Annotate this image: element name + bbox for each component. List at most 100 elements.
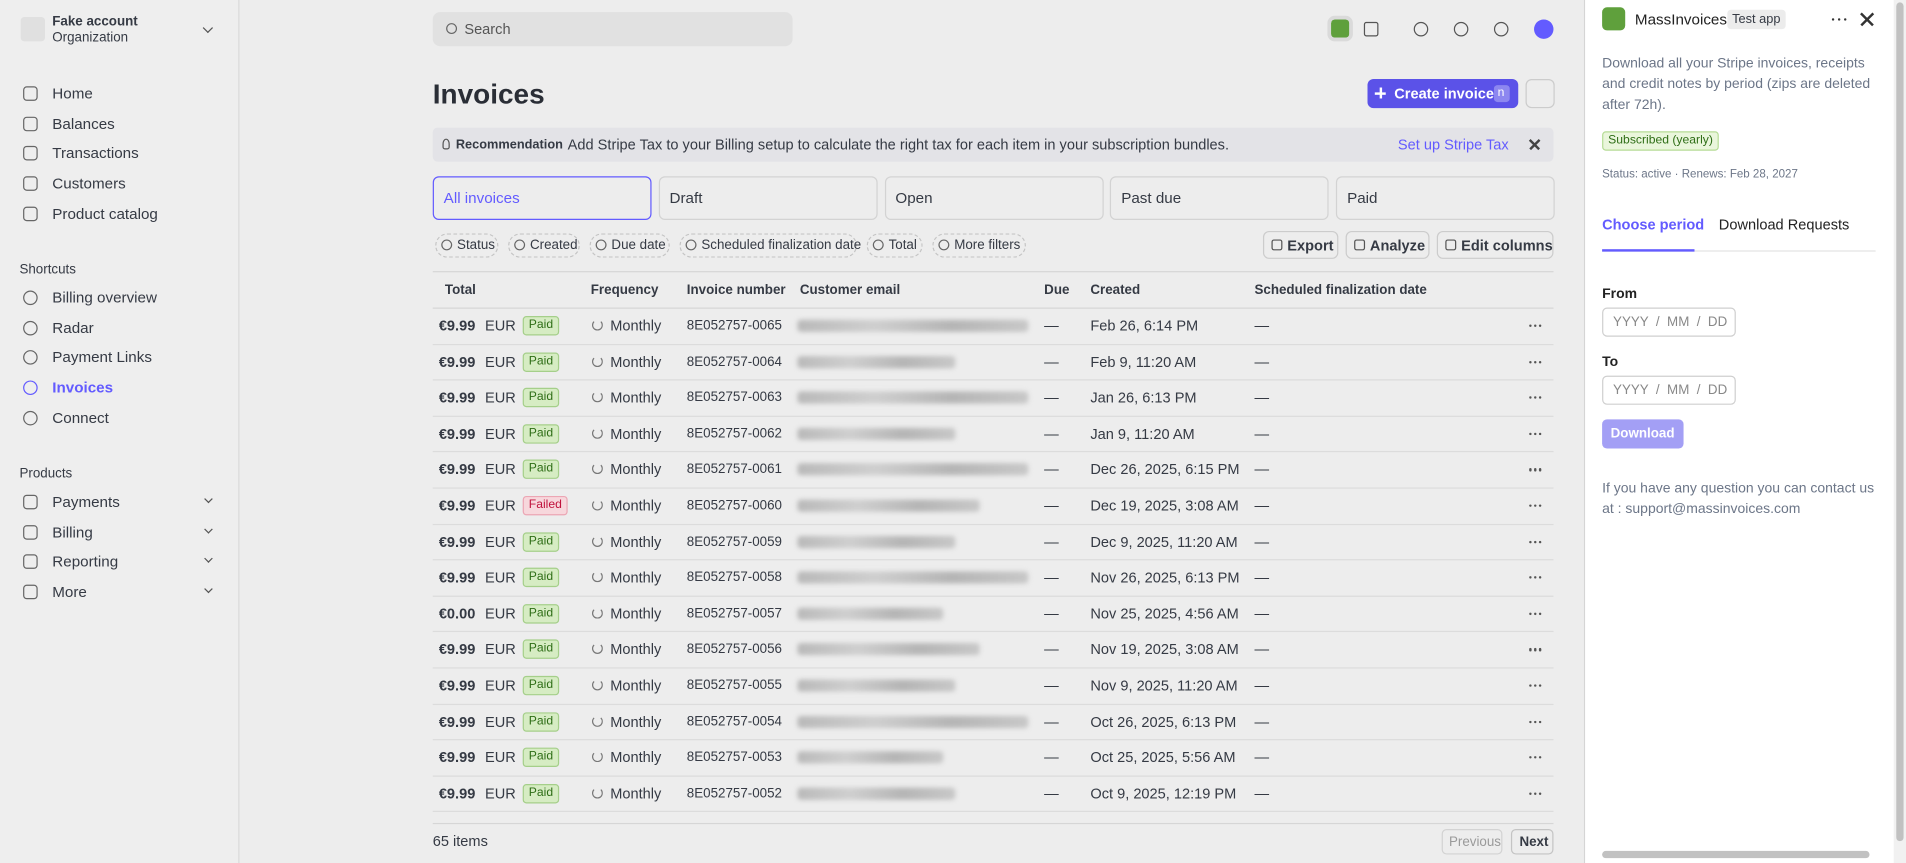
toolbar-icon[interactable] [1453,21,1469,37]
date-input[interactable] [1602,375,1736,405]
row-menu-dot[interactable] [1538,612,1542,616]
status-tab[interactable] [658,176,878,221]
search-box[interactable] [432,12,793,47]
download-button[interactable] [1602,419,1684,449]
action-button[interactable] [1345,230,1430,259]
row-menu-dot[interactable] [1538,504,1542,508]
shortcut-item[interactable]: Invoices [52,379,114,397]
filter-pill[interactable] [508,233,580,258]
status-tab[interactable] [1110,176,1330,221]
status-tab[interactable] [432,176,652,221]
row-menu-dot[interactable] [1534,360,1537,364]
shortcut-item[interactable]: Payment Links [52,349,152,367]
row-menu-dot[interactable] [1529,432,1532,436]
row-menu-dot[interactable] [1534,612,1537,616]
scrollbar-thumb[interactable] [1896,2,1904,842]
row-menu-dot[interactable] [1534,468,1537,472]
nav-item[interactable]: Transactions [52,145,139,163]
filter-pill[interactable] [589,233,670,258]
add-button[interactable] [1534,19,1554,39]
row-menu-dot[interactable] [1534,504,1537,508]
row-menu-dot[interactable] [1538,540,1542,544]
nav-item[interactable]: Customers [52,175,126,193]
date-input[interactable] [1602,307,1736,337]
product-item[interactable]: Billing [52,523,93,541]
action-button[interactable] [1436,230,1554,259]
create-invoice-button[interactable] [1367,79,1519,109]
blurred-email [797,319,1029,332]
row-menu-dot[interactable] [1534,396,1537,400]
row-menu-dot[interactable] [1529,576,1532,580]
row-menu-dot[interactable] [1534,324,1537,328]
shortcut-item[interactable]: Connect [52,409,109,427]
row-menu-dot[interactable] [1538,684,1542,688]
product-item[interactable]: Reporting [52,553,119,571]
row-menu-dot[interactable] [1538,324,1542,328]
nav-item[interactable]: Home [52,85,93,103]
row-menu-dot[interactable] [1538,756,1542,759]
panel-tab[interactable]: Download Requests [1718,216,1850,234]
filter-pill[interactable] [679,233,857,258]
invoice-currency: EUR [485,605,516,623]
row-menu-dot[interactable] [1538,720,1542,723]
row-menu-dot[interactable] [1529,324,1532,328]
row-menu-dot[interactable] [1538,792,1542,795]
row-menu-dot[interactable] [1538,360,1542,364]
action-button[interactable] [1262,230,1339,259]
row-menu-dot[interactable] [1534,432,1537,436]
row-menu-dot[interactable] [1534,540,1537,544]
account-icon [20,17,45,42]
row-menu-dot[interactable] [1534,576,1537,580]
row-menu-dot[interactable] [1538,648,1542,652]
row-rule [432,487,1554,489]
panel-menu-dot[interactable] [1837,18,1841,22]
invoice-number: 8E052757-0054 [686,714,782,729]
row-menu-dot[interactable] [1538,576,1542,580]
h-scrollbar-thumb[interactable] [1602,850,1870,859]
row-menu-dot[interactable] [1529,396,1532,400]
shortcut-item[interactable]: Billing overview [52,289,157,307]
row-menu-dot[interactable] [1534,756,1537,759]
row-menu-dot[interactable] [1534,792,1537,795]
row-menu-dot[interactable] [1529,720,1532,723]
nav-item[interactable]: Product catalog [52,205,158,223]
invoice-number: 8E052757-0063 [686,390,782,406]
row-menu-dot[interactable] [1529,540,1532,544]
toolbar-icon[interactable] [1413,21,1429,37]
more-button[interactable] [1525,79,1555,109]
toolbar-icon[interactable] [1493,21,1509,37]
recommendation-action[interactable]: Set up Stripe Tax [1397,136,1509,154]
row-menu-dot[interactable] [1529,360,1532,364]
created: Nov 9, 2025, 11:20 AM [1090,677,1238,695]
panel-menu-dot[interactable] [1844,18,1847,22]
filter-pill[interactable] [866,233,923,258]
plus-icon [872,239,884,251]
filter-pill[interactable] [932,233,1026,258]
product-item[interactable]: More [52,583,87,601]
row-menu-dot[interactable] [1529,792,1532,795]
row-menu-dot[interactable] [1534,720,1537,723]
status-tab[interactable] [884,176,1104,221]
row-menu-dot[interactable] [1529,468,1532,472]
product-item[interactable]: Payments [52,493,120,511]
previous-button[interactable] [1441,829,1503,855]
nav-item[interactable]: Balances [52,115,115,133]
row-menu-dot[interactable] [1538,468,1542,472]
row-menu-dot[interactable] [1529,612,1532,616]
row-menu-dot[interactable] [1534,648,1537,652]
row-menu-dot[interactable] [1529,504,1532,508]
plus-icon [938,239,950,251]
row-menu-dot[interactable] [1534,684,1537,688]
row-menu-dot[interactable] [1529,684,1532,688]
row-menu-dot[interactable] [1538,396,1542,400]
panel-menu-dot[interactable] [1831,18,1835,22]
row-menu-dot[interactable] [1529,756,1532,759]
panel-tab[interactable]: Choose period [1602,216,1705,234]
status-tab[interactable] [1336,176,1555,221]
filter-pill[interactable] [435,233,499,258]
shortcut-item[interactable]: Radar [52,319,94,337]
row-menu-dot[interactable] [1529,648,1532,652]
row-menu-dot[interactable] [1538,432,1542,436]
next-button[interactable] [1510,829,1554,855]
row-rule [432,667,1554,669]
